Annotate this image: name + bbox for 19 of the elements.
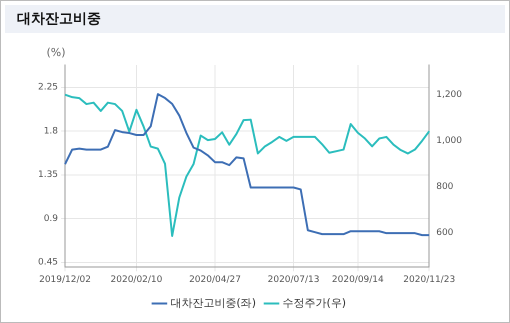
- chart-title: 대차잔고비중: [17, 10, 101, 28]
- legend-label: 대차잔고비중(좌): [170, 296, 256, 310]
- x-tick-label: 2020/11/23: [403, 274, 456, 285]
- y2-tick-label: 1,000: [436, 136, 462, 146]
- y2-tick-label: 600: [436, 228, 454, 238]
- x-tick-label: 2020/02/10: [110, 274, 163, 285]
- y2-tick-label: 1,200: [436, 90, 462, 100]
- x-tick-label: 2019/12/02: [39, 274, 91, 285]
- x-tick-label: 2020/04/27: [189, 274, 241, 285]
- x-tick-label: 2020/07/13: [268, 274, 320, 285]
- y-axis-title: (%): [46, 46, 66, 59]
- y-tick-label: 1.35: [38, 170, 58, 180]
- y-tick-label: 1.8: [44, 126, 58, 136]
- y-tick-label: 0.9: [44, 214, 58, 224]
- x-tick-label: 2020/09/14: [332, 274, 384, 285]
- legend-label: 수정주가(우): [282, 296, 346, 310]
- y-tick-label: 0.45: [38, 258, 58, 268]
- y2-tick-label: 800: [436, 182, 454, 192]
- y-tick-label: 2.25: [38, 82, 58, 93]
